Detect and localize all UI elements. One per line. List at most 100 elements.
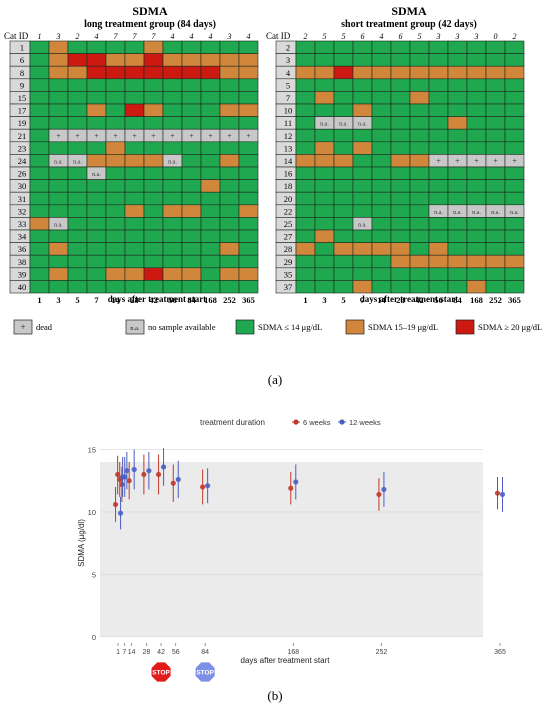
heatmap-cell bbox=[466, 91, 487, 105]
heatmap-cell bbox=[162, 141, 183, 155]
heatmap-cell bbox=[371, 280, 392, 294]
cat-id-label: 26 bbox=[18, 169, 27, 179]
heatmap-cell bbox=[181, 141, 202, 155]
heatmap-cell bbox=[162, 40, 183, 54]
heatmap-cell bbox=[67, 65, 88, 80]
column-day-label: 28 bbox=[130, 295, 139, 305]
cat-id-label: 18 bbox=[284, 181, 293, 191]
heatmap-cell bbox=[200, 179, 221, 193]
heatmap-cell bbox=[105, 91, 126, 105]
column-day-label: 365 bbox=[508, 295, 521, 305]
x-tick-label: 1 bbox=[116, 649, 120, 656]
scatter-ylabel: SDMA (µg/dl) bbox=[77, 519, 86, 567]
column-day-label: 56 bbox=[168, 295, 177, 305]
heatmap-cell bbox=[143, 254, 164, 269]
legend-label: SDMA 15–19 μg/dL bbox=[368, 322, 438, 332]
heatmap-cell bbox=[162, 116, 183, 130]
column-count: 5 bbox=[418, 32, 422, 41]
heatmap-cell bbox=[29, 191, 50, 206]
heatmap-cell bbox=[485, 280, 506, 294]
cat-id-label: 17 bbox=[18, 106, 27, 116]
heatmap-cell bbox=[390, 141, 411, 155]
heatmap-cell bbox=[466, 65, 487, 80]
heatmap-cell bbox=[485, 267, 506, 281]
heatmap-cell bbox=[295, 40, 316, 54]
heatmap-cell bbox=[143, 179, 164, 193]
heatmap-cell bbox=[390, 179, 411, 193]
heatmap-cell bbox=[219, 141, 240, 155]
no-sample-mark: n.a. bbox=[54, 223, 63, 229]
heatmap-cell bbox=[485, 116, 506, 130]
x-tick-label: 365 bbox=[494, 649, 506, 656]
heatmap-cell bbox=[428, 40, 449, 54]
heatmap-cell bbox=[86, 229, 107, 243]
heatmap-cell bbox=[67, 191, 88, 206]
dead-mark: + bbox=[436, 157, 441, 166]
heatmap-cell bbox=[371, 78, 392, 92]
heatmap-cell bbox=[219, 103, 240, 117]
heatmap-cell bbox=[162, 179, 183, 193]
scatter-legend-title: treatment duration bbox=[200, 418, 265, 427]
heatmap-cell bbox=[124, 242, 145, 256]
heatmap-cell bbox=[200, 91, 221, 105]
heatmap-cell bbox=[238, 166, 259, 180]
x-tick-label: 14 bbox=[128, 649, 136, 656]
heatmap-cell bbox=[409, 103, 430, 117]
heatmap-cell bbox=[409, 254, 430, 269]
heatmap-cell bbox=[447, 191, 468, 206]
heatmap-cell bbox=[314, 78, 335, 92]
heatmap-cell bbox=[219, 191, 240, 206]
dead-mark: + bbox=[170, 131, 175, 140]
heatmap-cell bbox=[124, 280, 145, 294]
heatmap-cell bbox=[219, 91, 240, 105]
heatmap-cell bbox=[295, 267, 316, 281]
heatmap-cell bbox=[162, 191, 183, 206]
heatmap-cell bbox=[238, 204, 259, 218]
heatmap-cell bbox=[181, 217, 202, 231]
heatmap-cell bbox=[200, 166, 221, 180]
heatmap-cell bbox=[29, 166, 50, 180]
heatmap-cell bbox=[219, 78, 240, 92]
heatmap-cell bbox=[371, 254, 392, 269]
heatmap-cell bbox=[29, 179, 50, 193]
heatmap-cell bbox=[238, 242, 259, 256]
heatmap-cell bbox=[466, 166, 487, 180]
heatmap-cell bbox=[428, 128, 449, 143]
no-sample-mark: n.a. bbox=[73, 160, 82, 166]
heatmap-cell bbox=[447, 91, 468, 105]
heatmap-cell bbox=[105, 280, 126, 294]
heatmap-cell bbox=[390, 191, 411, 206]
legend-item-mid: SDMA 15–19 μg/dL bbox=[345, 319, 438, 335]
stop-octagon bbox=[194, 661, 216, 683]
data-point bbox=[381, 486, 387, 493]
cat-id-label: 40 bbox=[18, 282, 27, 292]
heatmap-cell bbox=[219, 179, 240, 193]
heatmap-cell bbox=[67, 78, 88, 92]
heatmap-cell bbox=[124, 103, 145, 117]
legend-point bbox=[339, 419, 345, 425]
heatmap-cell bbox=[504, 254, 525, 269]
heatmap-cell bbox=[105, 65, 126, 80]
stop-sign-icon: STOP bbox=[194, 661, 216, 683]
column-day-label: 84 bbox=[187, 295, 196, 305]
heatmap-cell bbox=[371, 242, 392, 256]
column-day-label: 1 bbox=[303, 295, 307, 305]
no-sample-mark: n.a. bbox=[168, 160, 177, 166]
heatmap-cell bbox=[314, 179, 335, 193]
heatmap-cell bbox=[105, 179, 126, 193]
heatmap-cell bbox=[238, 280, 259, 294]
cat-id-label: 23 bbox=[18, 143, 27, 153]
heatmap-cell bbox=[428, 191, 449, 206]
heatmap-cell bbox=[295, 280, 316, 294]
heatmap-cell bbox=[295, 166, 316, 180]
heatmap-cell bbox=[295, 65, 316, 80]
data-point bbox=[141, 471, 147, 478]
panel-a-legend: + dead n.a. no sample available SDMA ≤ 14 μg… bbox=[13, 319, 542, 335]
heatmap-cell bbox=[143, 280, 164, 294]
column-day-label: 1 bbox=[37, 295, 41, 305]
heatmap-cell bbox=[428, 242, 449, 256]
heatmap-cell bbox=[428, 179, 449, 193]
heatmap-cell bbox=[352, 254, 373, 269]
heatmap-cell bbox=[504, 229, 525, 243]
